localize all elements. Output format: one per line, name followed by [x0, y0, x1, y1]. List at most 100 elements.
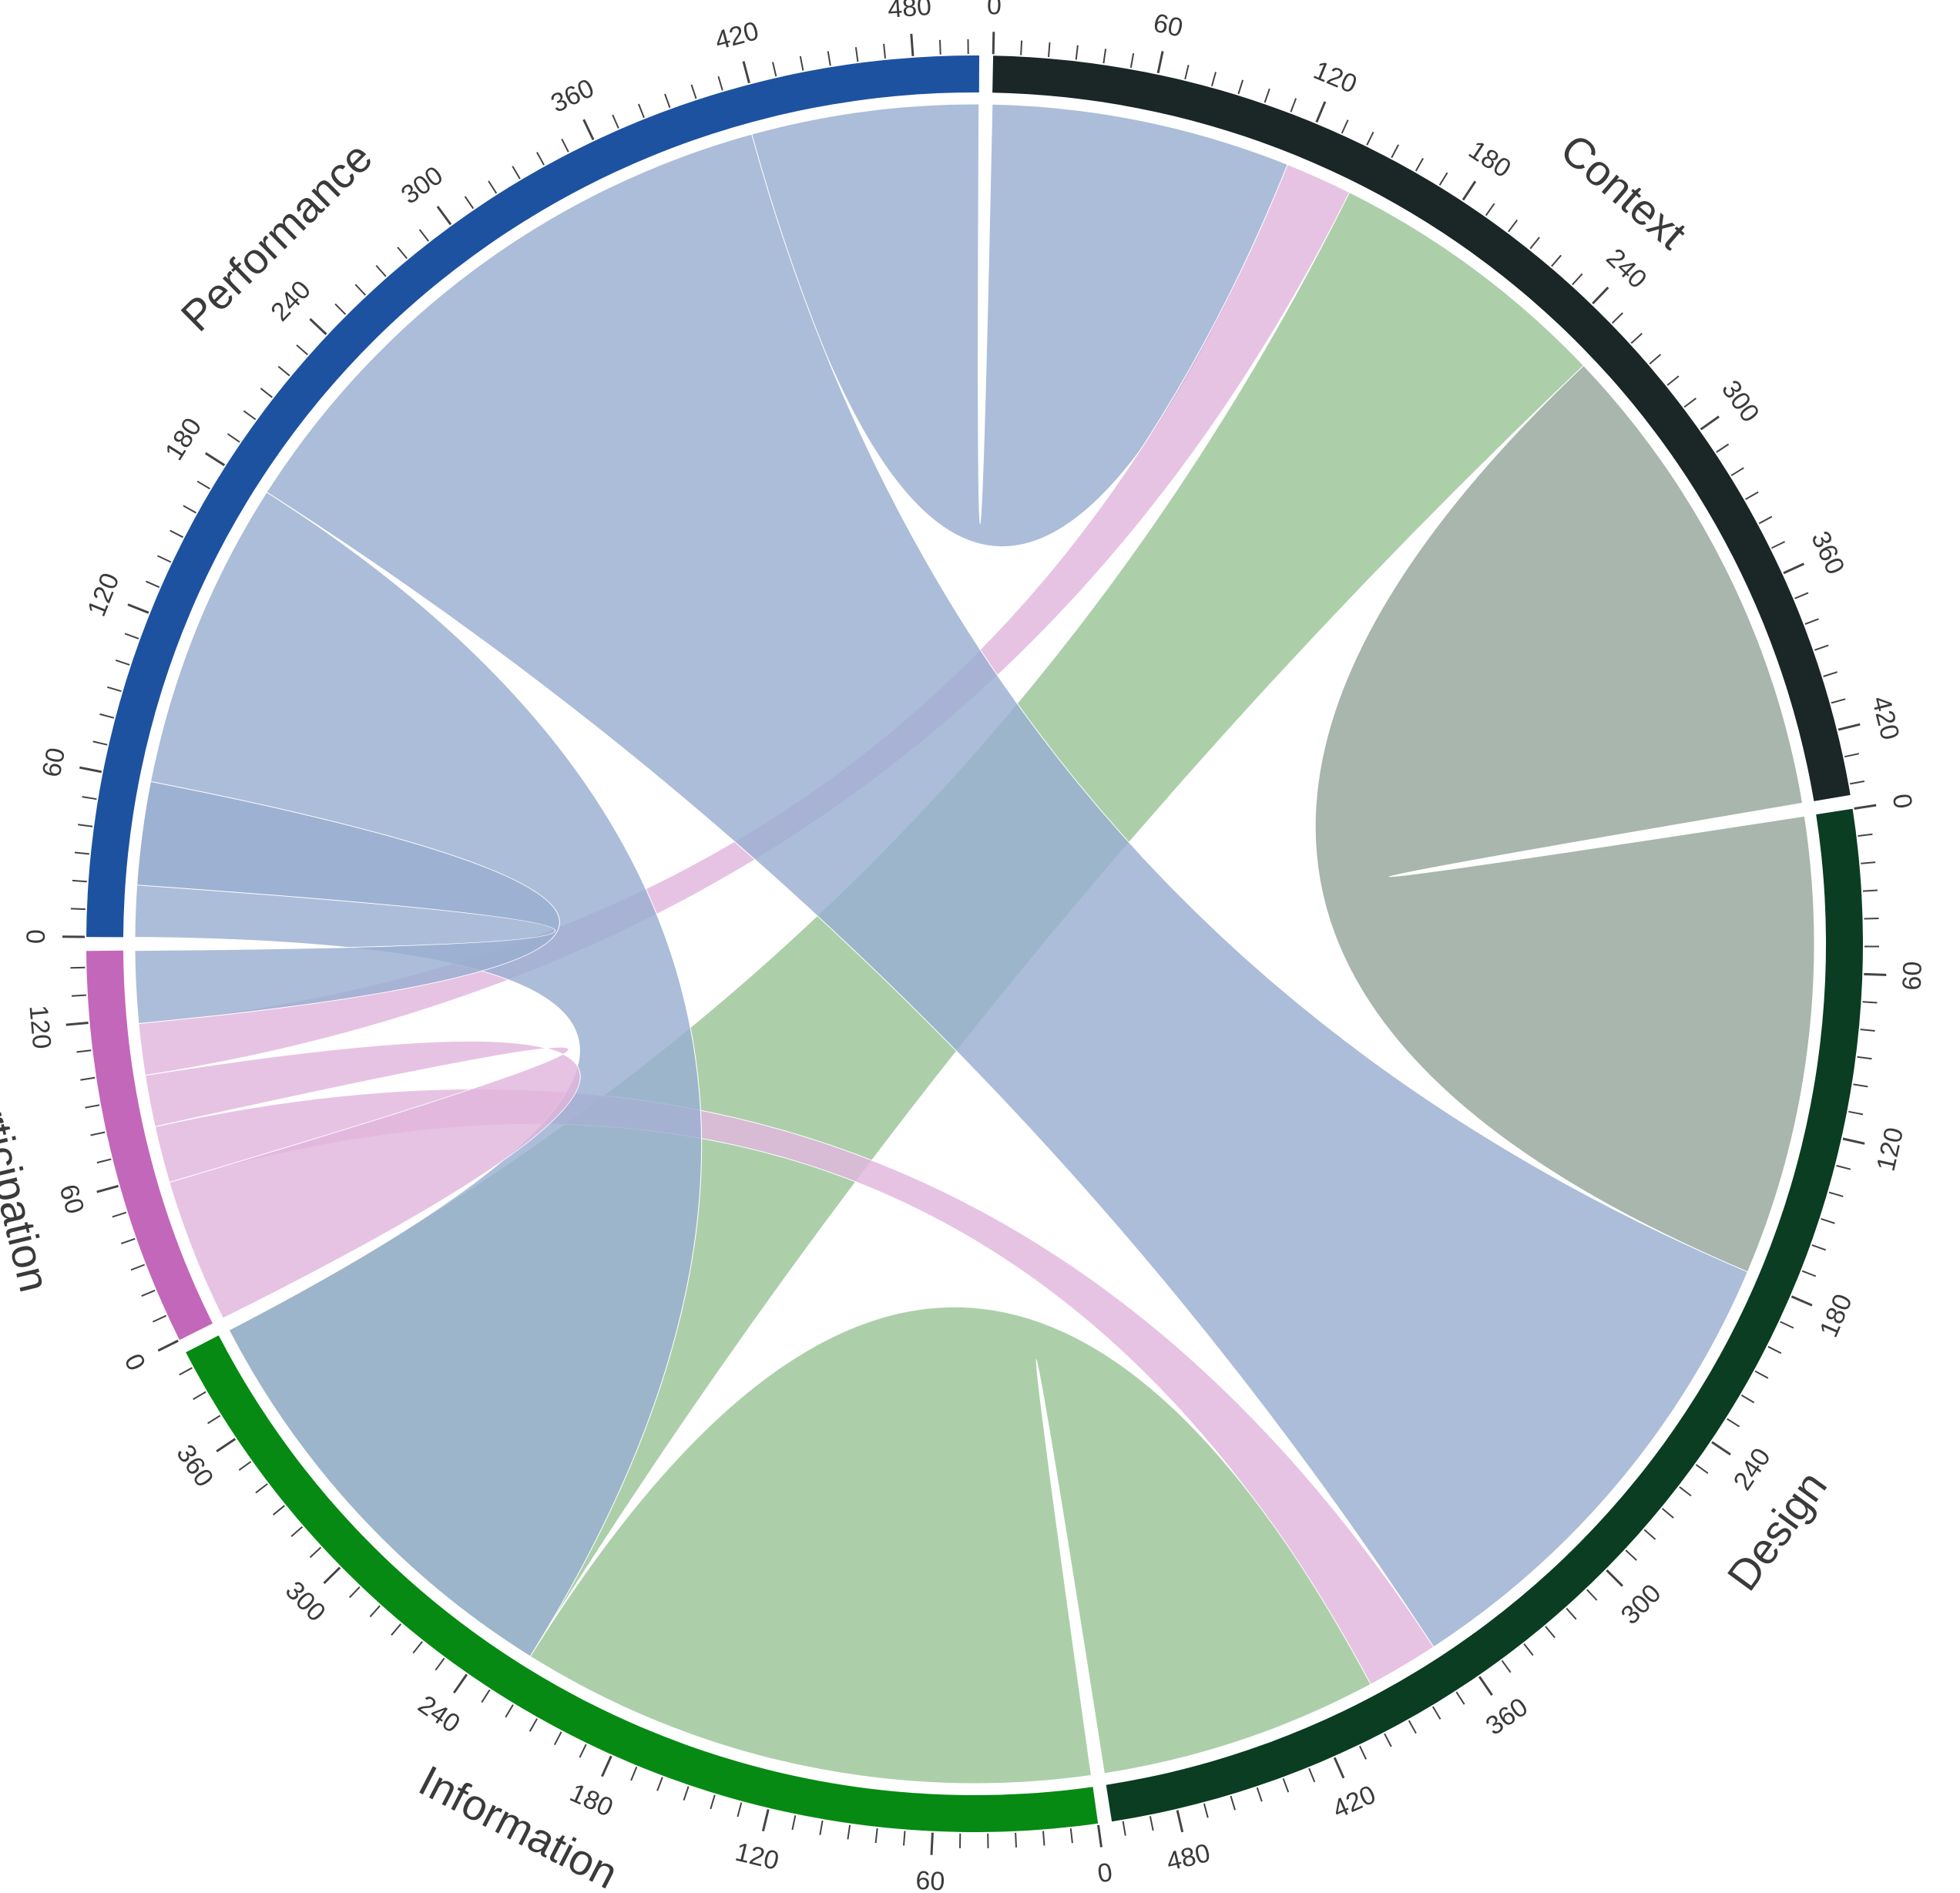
tick-context-220: [1551, 254, 1562, 267]
tick-performance-230: [296, 344, 308, 356]
tick-label-design-300: 300: [1616, 1579, 1667, 1630]
tick-context-140: [1366, 131, 1374, 146]
chord-performance-to-information: [134, 492, 703, 1657]
tick-design-200: [1767, 1345, 1782, 1354]
tick-design-410: [1358, 1745, 1368, 1760]
tick-performance-180: [204, 451, 226, 467]
tick-context-70: [1184, 65, 1190, 80]
tick-performance-220: [277, 365, 290, 377]
tick-label-participation-60: 60: [53, 1181, 89, 1217]
tick-performance-10: [70, 908, 86, 911]
tick-information-190: [579, 1744, 587, 1758]
tick-design-240: [1711, 1441, 1731, 1456]
tick-design-190: [1780, 1321, 1794, 1329]
tick-information-320: [290, 1526, 304, 1537]
tick-design-470: [1203, 1803, 1209, 1818]
tick-information-300: [323, 1566, 341, 1584]
tick-design-370: [1455, 1691, 1465, 1705]
tick-label-participation-120: 120: [23, 1004, 56, 1050]
tick-information-110: [791, 1815, 797, 1831]
tick-label-design-0: 0: [1887, 792, 1918, 811]
tick-context-380: [1804, 618, 1819, 626]
tick-performance-80: [99, 713, 115, 719]
tick-performance-110: [124, 633, 139, 639]
tick-context-80: [1210, 72, 1217, 87]
group-label-participation: Participation: [0, 1054, 59, 1296]
tick-design-40: [1864, 918, 1879, 920]
tick-design-450: [1256, 1787, 1263, 1802]
tick-design-350: [1501, 1660, 1512, 1673]
tick-context-240: [1592, 287, 1609, 305]
tick-performance-490: [939, 39, 941, 55]
tick-information-70: [903, 1831, 906, 1846]
tick-design-10: [1858, 833, 1873, 837]
tick-context-90: [1237, 79, 1244, 95]
tick-context-160: [1415, 158, 1424, 172]
tick-performance-300: [436, 206, 452, 226]
tick-participation-110: [76, 1049, 92, 1053]
arc-context: [992, 55, 1851, 801]
tick-label-context-420: 420: [1866, 693, 1905, 743]
tick-information-290: [348, 1586, 361, 1599]
tick-performance-460: [854, 47, 859, 62]
tick-information-100: [819, 1820, 824, 1835]
chord-design-to-information: [529, 1306, 1371, 1784]
chord-performance-to-participation: [134, 780, 560, 1025]
tick-label-context-180: 180: [1463, 135, 1515, 183]
tick-context-390: [1814, 644, 1829, 651]
tick-label-context-240: 240: [1600, 243, 1652, 294]
tick-participation-70: [96, 1158, 112, 1164]
tick-information-200: [553, 1731, 562, 1746]
tick-label-information-360: 360: [170, 1439, 219, 1492]
tick-label-performance-300: 300: [396, 160, 448, 210]
tick-label-context-360: 360: [1805, 527, 1850, 579]
tick-context-330: [1745, 491, 1759, 500]
tick-information-330: [272, 1505, 285, 1515]
tick-performance-420: [742, 61, 750, 84]
tick-performance-350: [561, 138, 569, 153]
tick-information-180: [601, 1755, 612, 1777]
tick-design-300: [1606, 1569, 1623, 1587]
tick-label-context-0: 0: [987, 0, 1002, 20]
tick-participation-0: [157, 1339, 179, 1352]
chord-participation-to-participation: [144, 1040, 581, 1319]
tick-context-230: [1572, 273, 1583, 286]
arc-information: [186, 1335, 1099, 1832]
tick-design-140: [1828, 1191, 1844, 1197]
tick-label-context-120: 120: [1310, 55, 1361, 99]
tick-label-information-240: 240: [413, 1690, 465, 1739]
tick-participation-50: [112, 1211, 127, 1218]
tick-context-200: [1508, 220, 1518, 233]
tick-context-370: [1794, 592, 1809, 599]
tick-information-260: [412, 1640, 423, 1654]
tick-design-80: [1860, 1029, 1875, 1032]
tick-information-350: [238, 1461, 252, 1472]
tick-design-360: [1478, 1676, 1493, 1696]
tick-context-250: [1611, 312, 1623, 324]
tick-performance-430: [772, 62, 777, 77]
tick-context-150: [1391, 144, 1399, 159]
tick-label-design-420: 420: [1328, 1780, 1380, 1824]
tick-performance-440: [799, 55, 804, 71]
tick-context-20: [1048, 42, 1051, 58]
tick-performance-400: [690, 84, 697, 99]
tick-context-170: [1438, 172, 1448, 186]
tick-label-information-300: 300: [280, 1576, 331, 1627]
tick-information-270: [391, 1623, 402, 1636]
tick-context-340: [1758, 515, 1773, 525]
tick-participation-120: [65, 1022, 89, 1026]
tick-performance-480: [910, 33, 915, 56]
tick-context-300: [1700, 415, 1720, 431]
tick-information-80: [874, 1828, 878, 1844]
tick-performance-50: [82, 796, 97, 800]
tick-label-design-60: 60: [1898, 961, 1928, 991]
tick-performance-280: [397, 247, 408, 260]
tick-information-370: [207, 1415, 221, 1425]
tick-information-60: [930, 1832, 934, 1855]
tick-label-performance-360: 360: [546, 73, 599, 119]
tick-information-360: [216, 1438, 237, 1452]
tick-context-130: [1341, 119, 1349, 134]
tick-label-performance-0: 0: [22, 929, 51, 944]
tick-context-110: [1290, 98, 1297, 112]
